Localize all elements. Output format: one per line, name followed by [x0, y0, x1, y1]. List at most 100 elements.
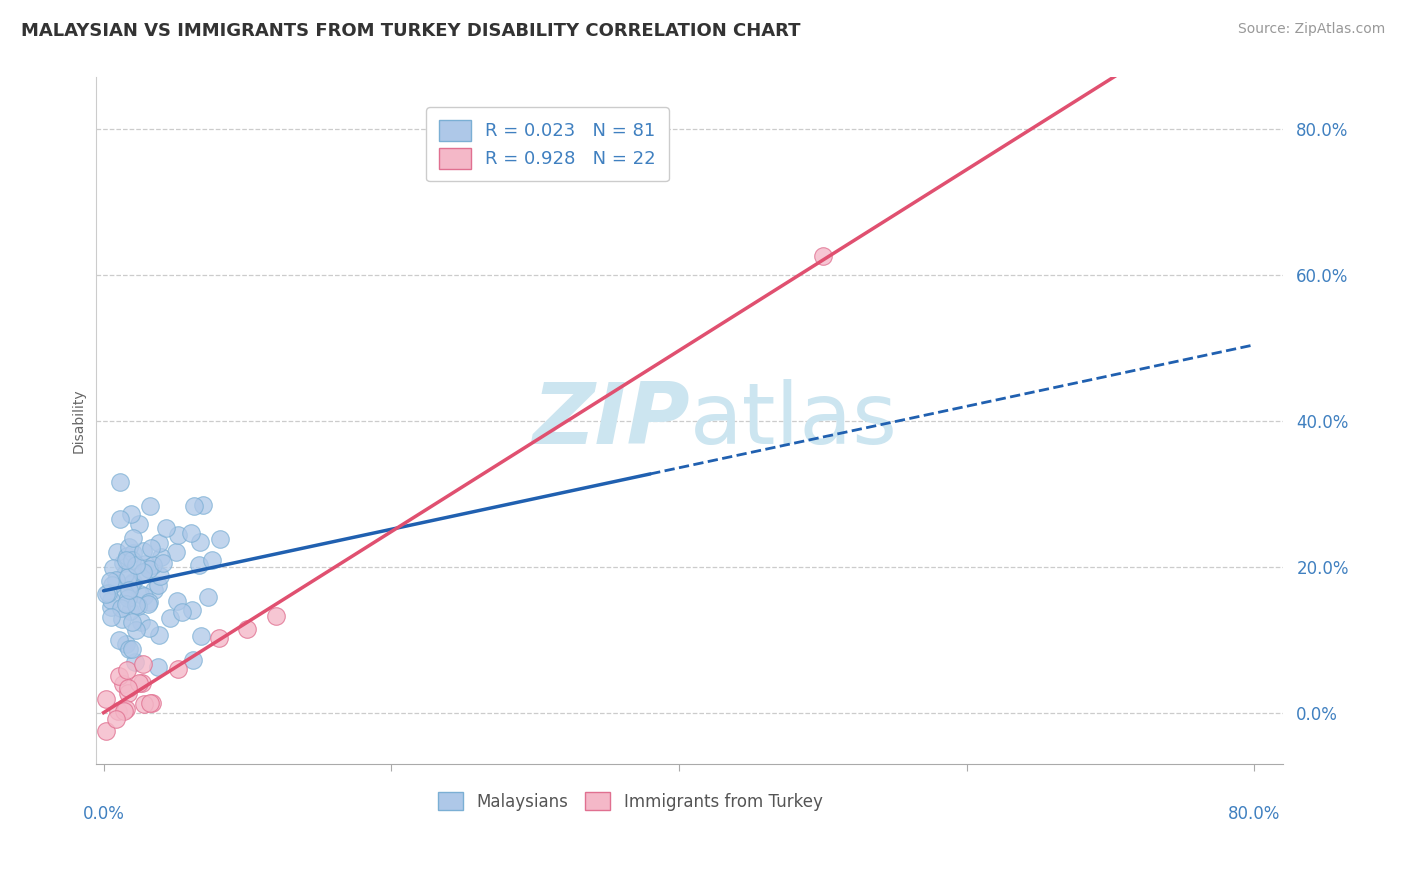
- Point: [155, 521, 177, 535]
- Point: [111, 556, 134, 570]
- Point: [190, 629, 212, 643]
- Point: [120, 508, 142, 522]
- Point: [120, 576, 142, 591]
- Point: [101, 561, 124, 575]
- Point: [148, 628, 170, 642]
- Point: [131, 675, 153, 690]
- Point: [141, 541, 163, 555]
- Point: [108, 512, 131, 526]
- Point: [105, 712, 128, 726]
- Point: [121, 615, 143, 629]
- Point: [117, 591, 139, 606]
- Point: [114, 567, 136, 582]
- Point: [138, 562, 160, 576]
- Point: [128, 517, 150, 532]
- Point: [207, 632, 229, 646]
- Point: [110, 601, 132, 615]
- Point: [142, 558, 165, 573]
- Point: [143, 582, 166, 597]
- Point: [100, 600, 122, 615]
- Point: [100, 610, 122, 624]
- Point: [128, 587, 150, 601]
- Text: Source: ZipAtlas.com: Source: ZipAtlas.com: [1237, 22, 1385, 37]
- Point: [191, 498, 214, 512]
- Point: [115, 552, 138, 566]
- Point: [148, 536, 170, 550]
- Point: [811, 249, 834, 263]
- Point: [118, 540, 141, 554]
- Point: [187, 558, 209, 572]
- Point: [127, 599, 149, 614]
- Point: [124, 655, 146, 669]
- Point: [150, 550, 173, 565]
- Point: [125, 598, 148, 612]
- Point: [167, 528, 190, 542]
- Point: [114, 638, 136, 652]
- Point: [152, 556, 174, 570]
- Point: [197, 590, 219, 604]
- Point: [131, 566, 153, 581]
- Point: [117, 681, 139, 695]
- Point: [129, 615, 152, 629]
- Point: [96, 586, 118, 600]
- Point: [134, 697, 156, 711]
- Point: [125, 558, 148, 572]
- Point: [132, 589, 155, 603]
- Point: [101, 577, 124, 591]
- Legend: Malaysians, Immigrants from Turkey: Malaysians, Immigrants from Turkey: [432, 786, 830, 817]
- Point: [117, 685, 139, 699]
- Point: [108, 475, 131, 490]
- Point: [166, 594, 188, 608]
- Text: atlas: atlas: [690, 379, 898, 462]
- Point: [107, 669, 129, 683]
- Point: [236, 622, 259, 636]
- Point: [122, 574, 145, 589]
- Point: [209, 532, 232, 546]
- Point: [114, 702, 136, 716]
- Point: [121, 531, 143, 545]
- Point: [115, 549, 138, 564]
- Point: [96, 723, 118, 738]
- Point: [138, 595, 160, 609]
- Point: [105, 544, 128, 558]
- Point: [131, 657, 153, 671]
- Point: [146, 577, 169, 591]
- Point: [121, 642, 143, 657]
- Text: 0.0%: 0.0%: [83, 805, 125, 823]
- Point: [125, 624, 148, 638]
- Point: [104, 574, 127, 588]
- Point: [111, 612, 134, 626]
- Point: [167, 662, 190, 676]
- Point: [139, 499, 162, 513]
- Point: [98, 574, 121, 588]
- Point: [96, 691, 118, 706]
- Point: [122, 546, 145, 560]
- Point: [107, 705, 129, 719]
- Point: [183, 653, 205, 667]
- Point: [172, 606, 194, 620]
- Point: [180, 526, 202, 541]
- Point: [115, 663, 138, 677]
- Point: [159, 611, 181, 625]
- Point: [128, 676, 150, 690]
- Point: [112, 677, 135, 691]
- Point: [132, 565, 155, 579]
- Point: [165, 545, 187, 559]
- Y-axis label: Disability: Disability: [72, 388, 86, 453]
- Point: [117, 570, 139, 584]
- Point: [149, 568, 172, 582]
- Point: [146, 660, 169, 674]
- Point: [120, 604, 142, 618]
- Point: [96, 586, 118, 600]
- Point: [132, 543, 155, 558]
- Point: [264, 609, 287, 624]
- Point: [136, 597, 159, 611]
- Point: [112, 704, 135, 718]
- Point: [121, 553, 143, 567]
- Point: [114, 597, 136, 611]
- Point: [201, 553, 224, 567]
- Point: [118, 582, 141, 597]
- Point: [114, 587, 136, 601]
- Point: [181, 602, 204, 616]
- Text: MALAYSIAN VS IMMIGRANTS FROM TURKEY DISABILITY CORRELATION CHART: MALAYSIAN VS IMMIGRANTS FROM TURKEY DISA…: [21, 22, 800, 40]
